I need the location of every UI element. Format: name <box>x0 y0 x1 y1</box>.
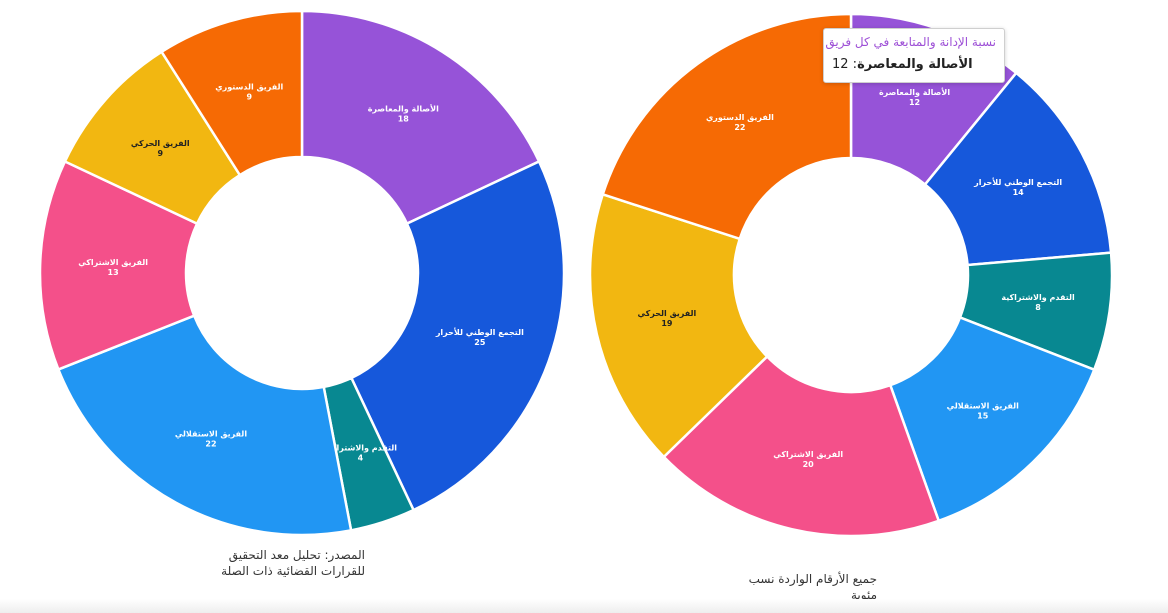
percentage-note-line-2: مئوية <box>850 588 877 602</box>
source-note-line-1: المصدر: تحليل معد التحقيق <box>228 548 365 562</box>
slice-value-label: 22 <box>205 440 216 449</box>
tooltip-line: 12 :الأصالة والمعاصرة <box>832 57 973 72</box>
slice-value-label: 22 <box>734 123 745 132</box>
slice-label: الفريق الاشتراكي <box>773 450 843 459</box>
tooltip-label: الأصالة والمعاصرة <box>857 57 973 72</box>
slice-value-label: 15 <box>977 412 989 421</box>
slice-value-label: 9 <box>246 93 252 102</box>
chart-slice[interactable] <box>662 354 941 538</box>
slice-value-label: 8 <box>1035 303 1041 312</box>
slice-label: التقدم والاشتراكية <box>1001 293 1075 302</box>
chart-slice[interactable] <box>300 9 541 226</box>
slice-value-label: 19 <box>661 319 673 328</box>
chart-slice[interactable] <box>601 12 853 241</box>
chart-slice[interactable] <box>923 71 1113 267</box>
chart-slice[interactable] <box>56 314 353 537</box>
slice-label: الفريق الحركي <box>638 309 697 318</box>
chart-slice[interactable] <box>349 159 566 512</box>
chart-slice[interactable] <box>38 159 199 372</box>
percentage-note: جميع الأرقام الواردة نسب مئوية <box>735 571 877 603</box>
slice-value-label: 20 <box>803 460 815 469</box>
source-note: المصدر: تحليل معد التحقيق للقرارات القضا… <box>205 547 365 579</box>
slice-value-label: 13 <box>108 268 119 277</box>
tooltip-value: 12 <box>832 57 849 72</box>
slice-label: التجمع الوطني للأحرار <box>435 327 524 337</box>
slice-label: الفريق الحركي <box>131 139 190 148</box>
slice-label: الفريق الدستوري <box>706 113 774 122</box>
page-bottom-edge <box>0 599 1168 613</box>
slice-label: الفريق الاشتراكي <box>78 258 148 267</box>
tooltip-title: نسبة الإدانة والمتابعة في كل فريق <box>825 35 996 49</box>
slice-label: التقدم والاشتراكية <box>324 444 398 453</box>
slice-value-label: 4 <box>358 454 364 463</box>
slice-value-label: 18 <box>398 114 410 123</box>
slice-label: الفريق الاستقلالي <box>947 402 1020 411</box>
source-note-line-2: للقرارات القضائية ذات الصلة <box>221 564 365 578</box>
slice-label: الأصالة والمعاصرة <box>879 87 950 97</box>
slice-value-label: 14 <box>1013 188 1025 197</box>
slice-label: التجمع الوطني للأحرار <box>973 177 1062 187</box>
slice-value-label: 9 <box>157 149 163 158</box>
slice-label: الأصالة والمعاصرة <box>368 103 439 113</box>
chart-slice[interactable] <box>888 315 1096 523</box>
chart-slice[interactable] <box>588 192 769 459</box>
percentage-note-line-1: جميع الأرقام الواردة نسب <box>748 572 877 586</box>
chart-slice[interactable] <box>159 9 304 177</box>
chart-tooltip: نسبة الإدانة والمتابعة في كل فريق 12 :ال… <box>823 28 1005 83</box>
slice-value-label: 25 <box>474 338 486 347</box>
slice-value-label: 12 <box>909 98 920 107</box>
slice-label: الفريق الدستوري <box>215 83 283 92</box>
slice-label: الفريق الاستقلالي <box>175 430 248 439</box>
